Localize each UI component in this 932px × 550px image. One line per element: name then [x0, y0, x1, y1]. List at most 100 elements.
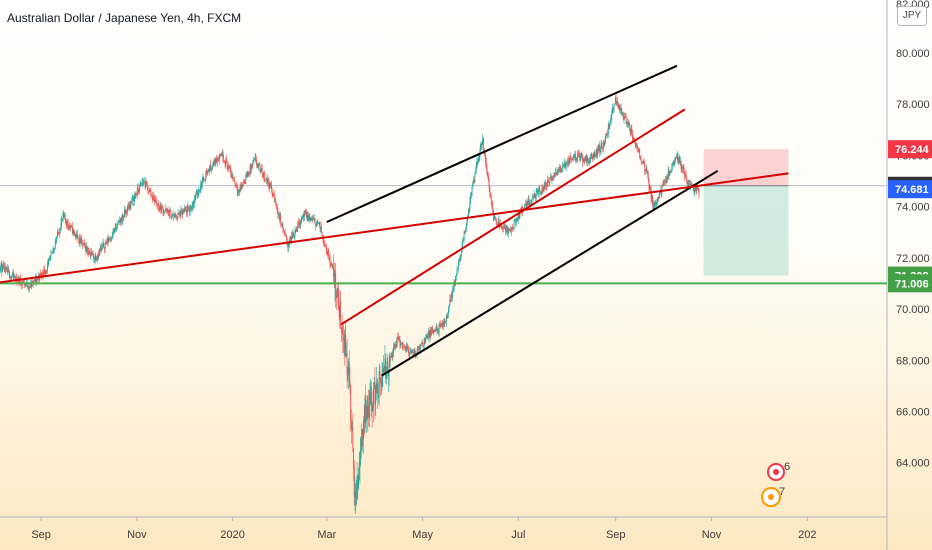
candle-body	[105, 242, 107, 244]
candle-body	[485, 154, 487, 163]
candle-body	[490, 196, 492, 204]
lower-channel-line[interactable]	[381, 169, 719, 377]
candle-body	[408, 346, 409, 353]
candle-body	[647, 170, 649, 174]
candle-body	[215, 157, 217, 165]
candle-body	[201, 179, 203, 188]
candle-body	[167, 209, 169, 213]
candle-body	[614, 104, 616, 105]
candle-body	[241, 184, 242, 190]
candle-body	[310, 218, 312, 221]
candle-body	[378, 371, 380, 395]
candle-body	[325, 246, 327, 253]
candle-body	[278, 214, 280, 216]
candle-body	[443, 321, 444, 327]
candle-body	[425, 337, 427, 339]
candle-body	[271, 184, 272, 190]
candle-body	[542, 186, 544, 192]
candle-body	[397, 336, 399, 338]
candle-body	[67, 221, 69, 226]
candle-body	[683, 166, 685, 172]
candle-body	[632, 133, 634, 141]
candle-body	[74, 231, 75, 235]
candle-body	[243, 181, 245, 183]
candle-body	[689, 182, 691, 186]
candle-body	[530, 202, 532, 204]
candle-body	[335, 295, 337, 298]
position-target-zone[interactable]	[703, 149, 789, 186]
candle-body	[146, 184, 148, 187]
candle-body	[213, 159, 215, 163]
candle-body	[135, 194, 137, 196]
candle-body	[300, 217, 302, 222]
candle-body	[370, 387, 372, 396]
position-stop-zone[interactable]	[703, 185, 789, 276]
candle-body	[267, 179, 269, 183]
candle-body	[665, 180, 667, 181]
candle-body	[27, 287, 29, 289]
candle-body	[505, 227, 506, 232]
candle-body	[655, 203, 657, 206]
candle-body	[369, 395, 371, 404]
candle-body	[402, 343, 404, 346]
candle-body	[277, 210, 279, 216]
candle-body	[414, 350, 416, 354]
candle-body	[195, 193, 197, 199]
candle-body	[58, 232, 60, 235]
candle-body	[585, 156, 587, 162]
mid-channel-line[interactable]	[340, 108, 686, 326]
candle-body	[329, 257, 331, 265]
candle-body	[258, 163, 260, 166]
candle-body	[99, 249, 100, 256]
candle-body	[602, 140, 604, 149]
candle-body	[462, 241, 464, 246]
candle-body	[76, 233, 78, 238]
candle-body	[245, 177, 247, 183]
candle-body	[203, 176, 205, 180]
candle-body	[275, 201, 277, 205]
candle-body	[474, 172, 476, 182]
candle-body	[365, 406, 367, 422]
x-tick-label: Mar	[317, 529, 336, 541]
candle-body	[612, 108, 614, 114]
candle-body	[183, 210, 185, 212]
candle-body	[243, 181, 245, 185]
candle-body	[539, 188, 541, 195]
candle-body	[290, 236, 292, 241]
candle-body	[231, 175, 233, 178]
candle-body	[317, 222, 319, 224]
candle-body	[156, 203, 158, 206]
candle-body	[93, 254, 95, 260]
candle-body	[328, 255, 330, 258]
candle-body	[86, 246, 88, 252]
candle-body	[495, 217, 497, 219]
candle-body	[517, 212, 519, 219]
candle-body	[403, 345, 405, 347]
candle-body	[116, 223, 118, 227]
candle-body	[293, 234, 295, 237]
candle-body	[523, 207, 525, 209]
upper-channel-line[interactable]	[326, 64, 678, 223]
candle-body	[568, 160, 570, 165]
candle-body	[560, 170, 562, 173]
candle-body	[175, 214, 177, 218]
candle-body	[63, 212, 65, 217]
candle-body	[332, 266, 334, 268]
candle-body	[345, 353, 347, 357]
candle-body	[669, 171, 671, 173]
candle-body	[326, 252, 328, 254]
candle-body	[383, 367, 384, 373]
candle-body	[651, 195, 653, 200]
candle-body	[389, 356, 391, 368]
candle-body	[16, 281, 18, 283]
candle-body	[629, 124, 631, 130]
candle-body	[35, 277, 37, 283]
candle-body	[619, 108, 621, 112]
candle-body	[40, 273, 42, 276]
currency-selector-button[interactable]: JPY	[897, 6, 927, 26]
price-tag-label: 76.244	[895, 144, 930, 156]
candle-body	[89, 251, 90, 255]
long-trendline-line[interactable]	[0, 172, 789, 284]
candle-body	[384, 358, 386, 372]
